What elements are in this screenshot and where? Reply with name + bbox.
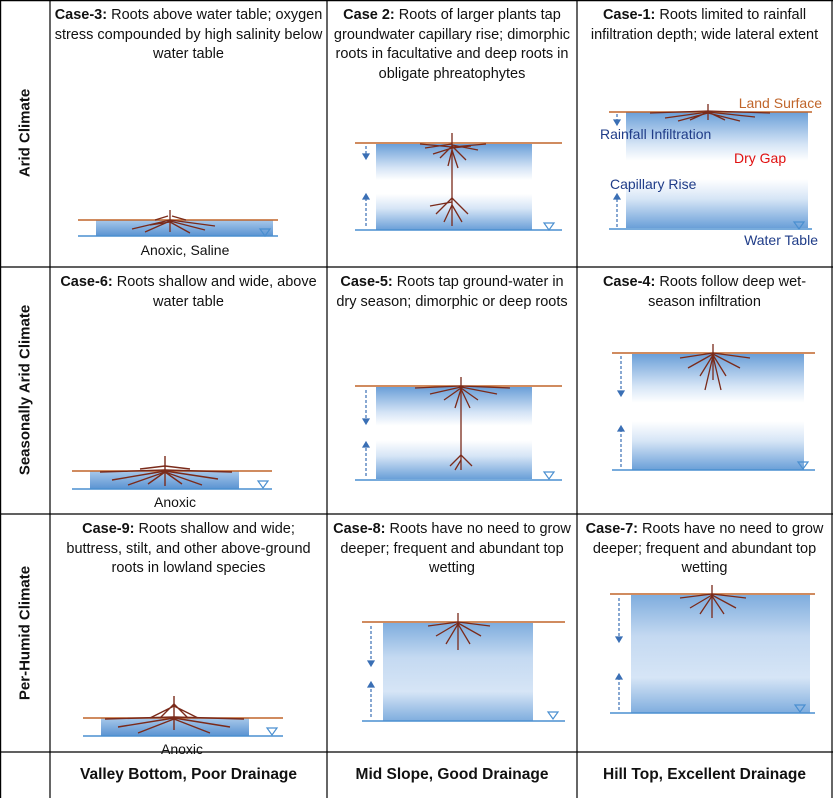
cell-case-6: Case-6: Roots shallow and wide, above wa… [50,267,327,514]
caption-case-7: Case-7: Roots have no need to grow deepe… [585,521,824,576]
profile-case-4 [612,344,815,471]
water-table-symbol-case-8 [546,711,560,721]
water-table-symbol-case-4 [796,461,810,471]
water-body-case-9 [101,718,249,736]
water-body-case-4 [632,354,804,470]
water-body-case-7 [631,595,810,713]
water-table-symbol-case-2 [542,222,556,232]
roots-case-4 [679,344,751,391]
profile-case-5 [355,377,562,481]
caption-case-2: Case 2: Roots of larger plants tap groun… [333,7,571,82]
legend-capillary-rise: Capillary Rise [610,176,697,192]
profile-case-6 [72,456,272,490]
roots-case-6 [99,456,233,486]
water-table-symbol-case-6 [256,480,270,490]
legend-water-table: Water Table [744,232,818,248]
water-table-symbol-case-1 [792,221,806,231]
water-table-symbol-case-7 [793,704,807,714]
arrows-case-8 [366,626,376,717]
note-case-6: Anoxic [154,494,196,510]
roots-case-7 [679,585,747,618]
caption-case-6: Case-6: Roots shallow and wide, above wa… [60,274,317,310]
water-table-symbol-case-5 [542,471,556,481]
cell-case-4: Case-4: Roots follow deep wet-season inf… [577,267,832,514]
roots-case-8 [427,613,491,650]
roots-case-3 [131,210,216,234]
roots-case-2 [419,133,487,226]
cell-case-5: Case-5: Roots tap ground-water in dry se… [327,267,577,514]
column-label-mid-slope: Mid Slope, Good Drainage [355,766,549,783]
arrows-case-4 [616,356,626,467]
cell-case-8: Case-8: Roots have no need to grow deepe… [327,514,577,752]
cell-case-2: Case 2: Roots of larger plants tap groun… [327,0,577,267]
caption-case-3: Case-3: Roots above water table; oxygen … [54,7,323,62]
water-table-symbol-case-3 [258,228,272,238]
water-body-case-2 [376,144,532,230]
caption-case-5: Case-5: Roots tap ground-water in dry se… [336,274,568,310]
water-table-symbol-case-9 [265,727,279,737]
water-body-case-5 [376,387,532,479]
water-body-case-1 [626,112,808,228]
legend-dry-gap: Dry Gap [734,150,786,166]
arrows-case-5 [361,390,371,476]
caption-case-4: Case-4: Roots follow deep wet-season inf… [602,274,807,310]
water-body-case-3 [96,220,273,236]
note-case-9: Anoxic [161,741,203,757]
legend-land-surface: Land Surface [739,95,822,111]
profile-case-1 [609,104,812,231]
arrows-case-7 [614,598,624,710]
profile-case-9 [83,696,283,737]
profile-case-7 [610,585,815,714]
caption-case-9: Case-9: Roots shallow and wide; buttress… [66,521,311,576]
arrows-case-2 [361,146,371,226]
column-label-valley-bottom: Valley Bottom, Poor Drainage [79,766,298,783]
caption-case-8: Case-8: Roots have no need to grow deepe… [333,521,571,576]
profile-case-2 [355,133,562,232]
note-case-3: Anoxic, Saline [141,242,230,258]
cell-case-7: Case-7: Roots have no need to grow deepe… [577,514,832,752]
arrows-case-1 [612,114,622,227]
profile-case-8 [362,613,565,722]
profile-case-3 [78,210,278,238]
roots-case-5 [414,377,511,471]
caption-case-1: Case-1: Roots limited to rainfall infilt… [590,7,819,43]
roots-case-1 [649,104,771,122]
cell-case-3: Case-3: Roots above water table; oxygen … [50,0,327,267]
legend-rainfall-infiltration: Rainfall Infiltration [600,126,711,142]
cell-case-9: Case-9: Roots shallow and wide; buttress… [50,514,327,752]
roots-case-9 [104,696,245,734]
cell-case-1: Case-1: Roots limited to rainfall infilt… [577,0,832,267]
column-label-hill-top: Hill Top, Excellent Drainage [603,766,806,783]
